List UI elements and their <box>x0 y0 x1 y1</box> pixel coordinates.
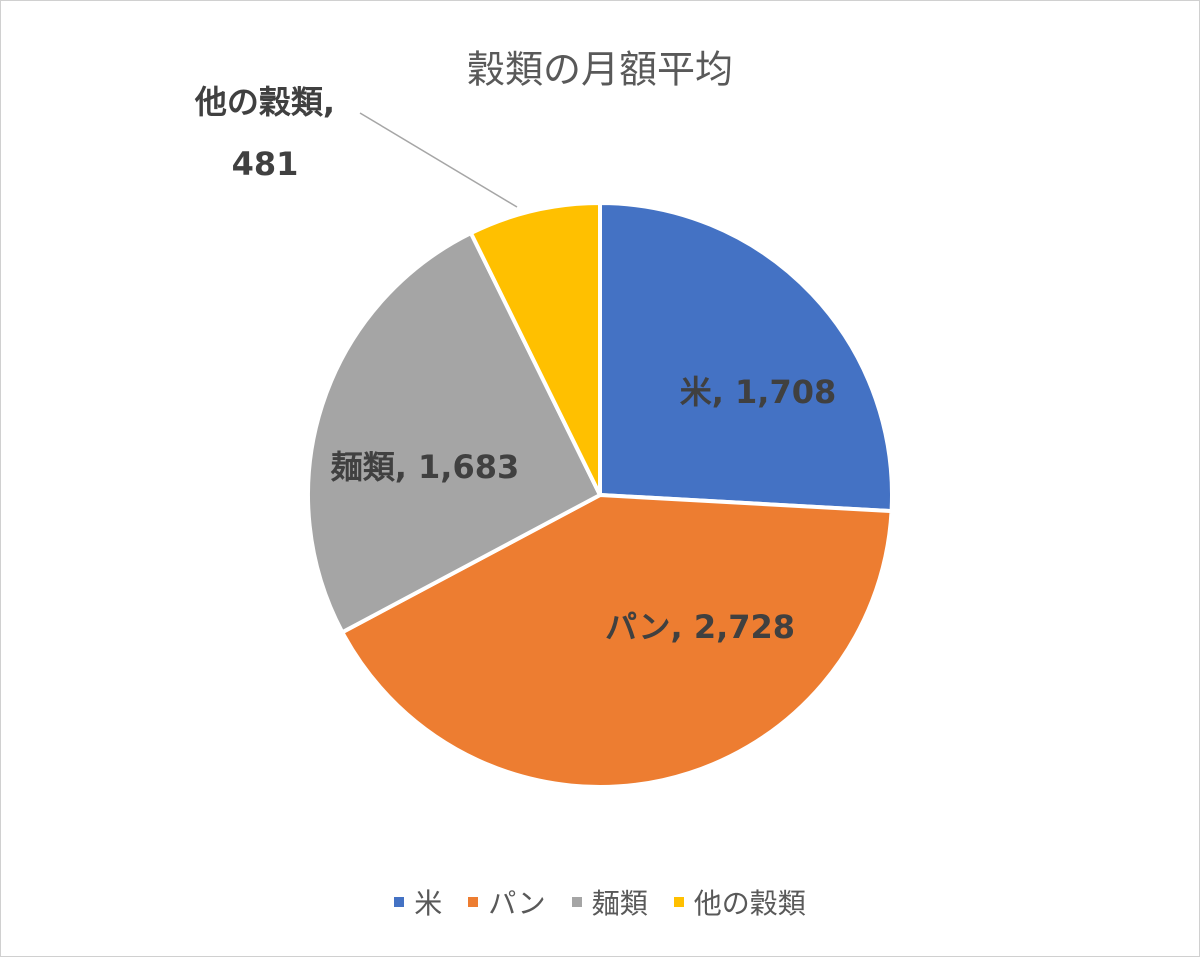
legend-label: 麺類 <box>591 887 648 920</box>
legend-label: パン <box>488 887 546 920</box>
leader-line <box>359 112 518 208</box>
legend-swatch <box>673 897 684 907</box>
legend-swatch <box>468 897 479 907</box>
data-label: 米, 1,708 <box>679 373 837 411</box>
pie-slice <box>339 492 894 789</box>
data-label: パン, 2,728 <box>604 608 796 646</box>
legend-label: 米 <box>414 887 443 920</box>
legend-label: 他の穀類 <box>693 887 806 920</box>
legend-item: 米 <box>394 882 442 922</box>
legend: 米 パン 麺類 他の穀類 <box>0 882 1200 922</box>
pie-slice <box>468 200 602 496</box>
data-label: 他の穀類, 481 <box>194 83 336 183</box>
legend-item: 麺類 <box>571 882 648 922</box>
pie-slice <box>306 230 603 635</box>
legend-item: パン <box>468 882 546 922</box>
chart-title: 穀類の月額平均 <box>467 48 733 92</box>
legend-swatch <box>571 897 582 907</box>
data-label: 麺類, 1,683 <box>330 448 520 486</box>
legend-swatch <box>394 897 405 907</box>
pie-slice <box>598 200 894 514</box>
legend-item: 他の穀類 <box>673 882 806 922</box>
